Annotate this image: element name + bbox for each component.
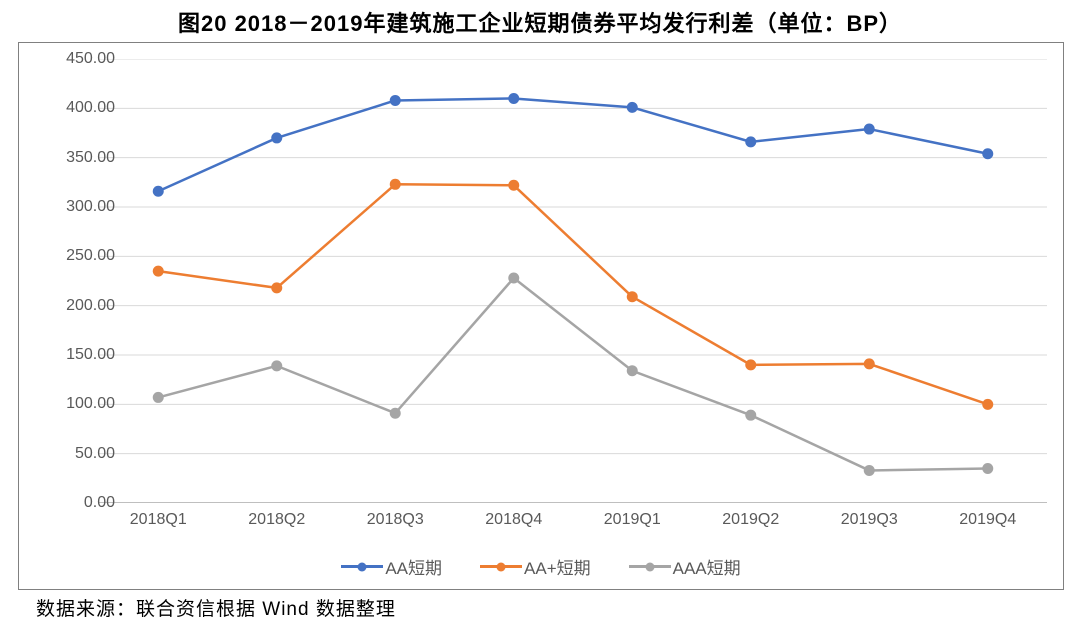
- x-tick-label: 2018Q1: [130, 511, 187, 529]
- y-tick-label: 150.00: [55, 346, 115, 364]
- x-tick-label: 2019Q1: [604, 511, 661, 529]
- legend-swatch: [629, 561, 671, 573]
- y-tick-label: 250.00: [55, 247, 115, 265]
- legend-item: AAA短期: [629, 554, 741, 579]
- chart-frame: 0.00 50.00 100.00 150.00 200.00 250.00 300.00 3…: [18, 42, 1064, 590]
- x-tick-label: 2018Q4: [485, 511, 542, 529]
- y-tick-label: 200.00: [55, 297, 115, 315]
- legend-swatch: [480, 561, 522, 573]
- legend-item: AA短期: [341, 554, 442, 579]
- y-tick-label: 100.00: [55, 395, 115, 413]
- y-tick-label: 350.00: [55, 149, 115, 167]
- chart-svg: [99, 59, 1047, 503]
- y-tick-label: 0.00: [55, 494, 115, 512]
- x-tick-label: 2018Q2: [248, 511, 305, 529]
- x-tick-label: 2018Q3: [367, 511, 424, 529]
- legend-label: AA短期: [385, 554, 442, 579]
- y-tick-label: 450.00: [55, 50, 115, 68]
- y-tick-label: 300.00: [55, 198, 115, 216]
- x-tick-label: 2019Q2: [722, 511, 779, 529]
- chart-title: 图20 2018－2019年建筑施工企业短期债券平均发行利差（单位：BP）: [0, 0, 1080, 42]
- legend-item: AA+短期: [480, 554, 591, 579]
- legend-label: AAA短期: [673, 554, 741, 579]
- data-source: 数据来源：联合资信根据 Wind 数据整理: [36, 594, 396, 621]
- y-tick-label: 400.00: [55, 99, 115, 117]
- y-tick-label: 50.00: [55, 445, 115, 463]
- legend-label: AA+短期: [524, 554, 591, 579]
- x-tick-label: 2019Q3: [841, 511, 898, 529]
- plot-area: [99, 59, 1047, 503]
- legend: AA短期 AA+短期 AAA短期: [19, 554, 1063, 579]
- x-tick-label: 2019Q4: [959, 511, 1016, 529]
- legend-swatch: [341, 561, 383, 573]
